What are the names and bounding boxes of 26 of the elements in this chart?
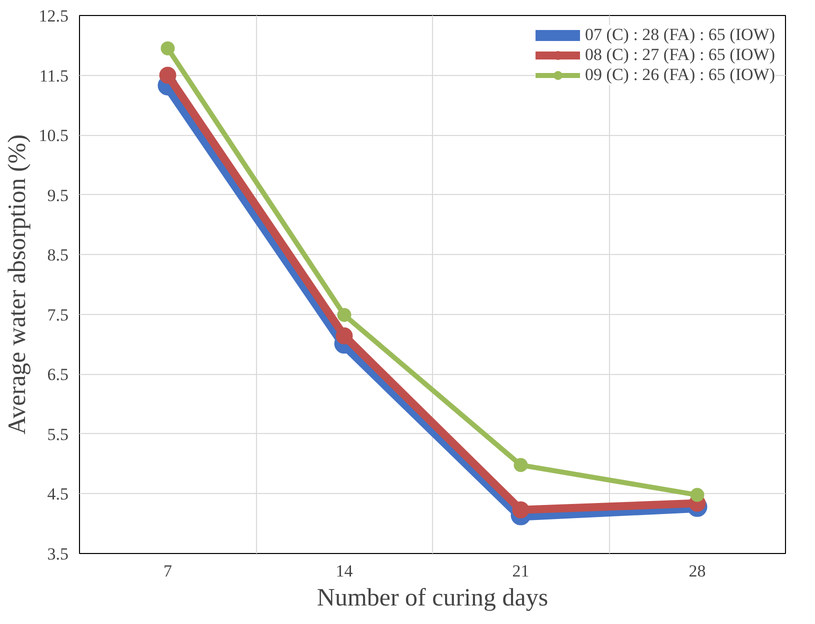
legend-label: 09 (C) : 26 (FA) : 65 (IOW) [585, 65, 775, 85]
point [160, 41, 175, 56]
legend-label: 08 (C) : 27 (FA) : 65 (IOW) [585, 45, 775, 65]
point [512, 501, 530, 518]
y-tick-label: 11.5 [39, 66, 69, 86]
point [159, 66, 176, 84]
y-tick-label: 6.5 [47, 365, 68, 384]
x-axis-title: Number of curing days [316, 584, 548, 612]
point [336, 327, 353, 344]
y-tick-label: 9.5 [47, 186, 68, 205]
x-tick-label: 21 [512, 562, 530, 580]
y-axis-title: Average water absorption (%) [4, 134, 31, 435]
legend-label: 07 (C) : 28 (FA) : 65 (IOW) [585, 25, 775, 45]
y-tick-label: 10.5 [38, 126, 68, 146]
y-tick-label: 7.5 [47, 305, 68, 324]
y-tick-label: 3.5 [47, 544, 68, 564]
x-tick-label: 28 [688, 562, 706, 580]
y-tick-label: 5.5 [47, 424, 68, 444]
y-tick-label: 4.5 [47, 484, 68, 504]
y-tick-label: 12.5 [38, 6, 68, 26]
point [337, 308, 352, 322]
x-tick-label: 14 [336, 562, 354, 580]
point [514, 458, 528, 472]
y-tick-label: 8.5 [47, 246, 68, 265]
point [690, 488, 704, 502]
x-tick-label: 7 [164, 562, 172, 580]
